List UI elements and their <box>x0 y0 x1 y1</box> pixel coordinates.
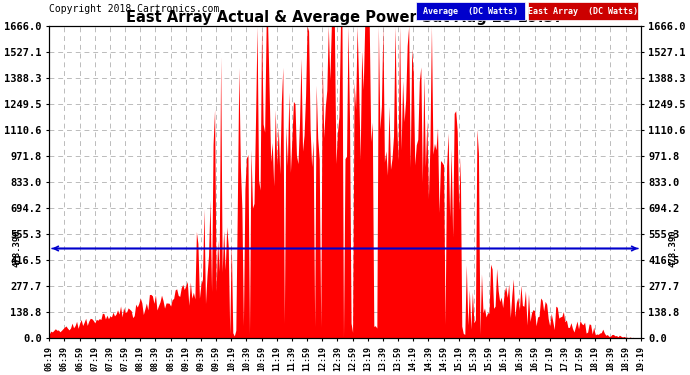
Text: Copyright 2018 Cartronics.com: Copyright 2018 Cartronics.com <box>49 4 219 14</box>
FancyBboxPatch shape <box>416 2 525 20</box>
Text: East Array  (DC Watts): East Array (DC Watts) <box>529 7 638 16</box>
Title: East Array Actual & Average Power Sat Aug 25 19:37: East Array Actual & Average Power Sat Au… <box>126 10 564 25</box>
Text: 478.390: 478.390 <box>12 230 21 267</box>
FancyBboxPatch shape <box>529 2 638 20</box>
Text: 478.390: 478.390 <box>669 230 678 267</box>
Text: Average  (DC Watts): Average (DC Watts) <box>424 7 518 16</box>
